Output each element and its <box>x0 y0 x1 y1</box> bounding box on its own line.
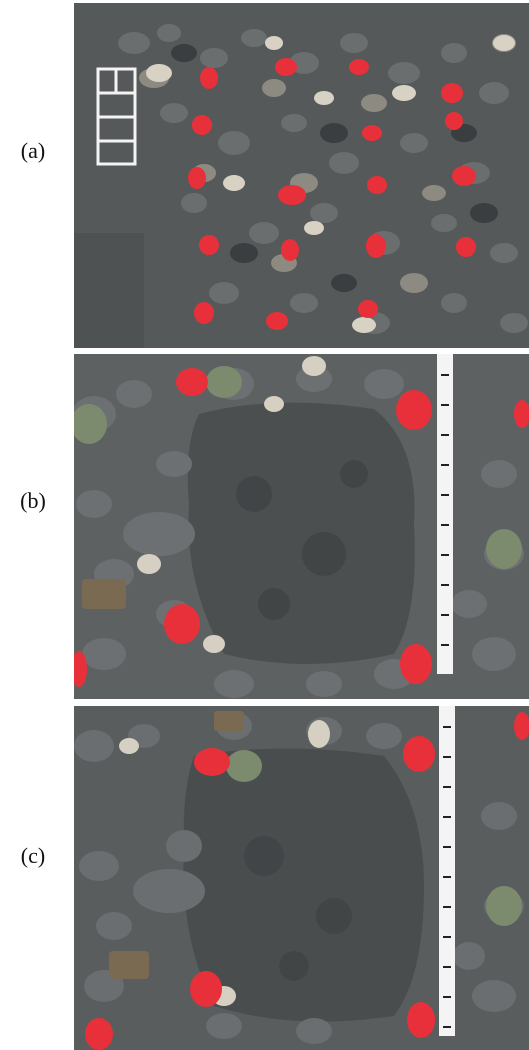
panel-label-c: (c) <box>20 843 46 868</box>
panel-b: (b) <box>0 350 529 703</box>
panel-a: (a) <box>0 0 529 350</box>
photo-c <box>74 706 529 1050</box>
photo-a <box>74 3 529 348</box>
panel-c: (c) <box>0 703 529 1050</box>
panel-label-b: (b) <box>20 488 46 513</box>
panel-label-a: (a) <box>20 138 46 163</box>
photo-b <box>74 354 529 699</box>
